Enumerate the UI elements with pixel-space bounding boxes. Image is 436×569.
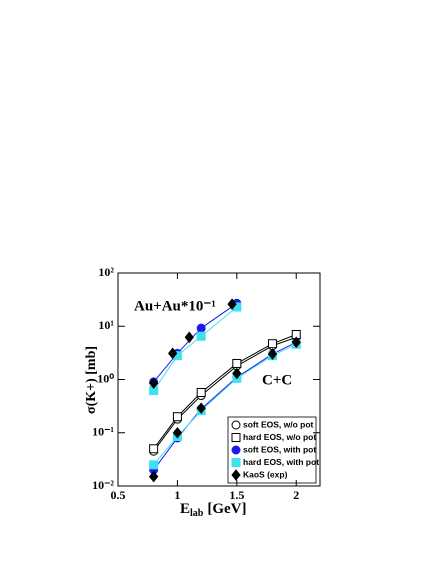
annotation: Au+Au*10⁻¹: [134, 298, 216, 314]
legend-marker: [231, 420, 241, 430]
x-tick-label: 1: [174, 488, 180, 502]
y-axis-label: σ(K+) [mb]: [84, 346, 99, 414]
data-point: [172, 412, 182, 422]
data-point: [149, 377, 159, 390]
series-line: [153, 306, 238, 391]
data-point: [196, 387, 206, 397]
legend-label: hard EOS, w/o pot: [243, 432, 316, 442]
legend-marker: [231, 445, 241, 455]
annotation: C+C: [262, 372, 292, 388]
legend-box: [227, 416, 317, 484]
data-point: [196, 402, 206, 414]
data-point: [267, 339, 277, 349]
legend-label: hard EOS, with pot: [243, 457, 319, 467]
legend-marker: [231, 433, 241, 442]
x-label-sub: lab: [190, 508, 204, 519]
data-point: [232, 358, 242, 368]
legend-marker: [231, 469, 241, 481]
data-point: [227, 298, 237, 310]
data-point: [149, 460, 159, 470]
y-tick-label: 10⁻¹: [92, 425, 114, 439]
data-point: [168, 347, 178, 360]
data-point: [196, 323, 206, 333]
series-line: [153, 302, 238, 383]
legend-marker: [231, 458, 241, 467]
x-label-unit: [GeV]: [207, 501, 246, 517]
x-tick-label: 1.5: [229, 488, 244, 502]
data-point: [149, 470, 159, 483]
data-point: [196, 331, 206, 341]
y-tick-label: 10²: [98, 265, 114, 279]
x-axis-label: Elab [GeV]: [180, 501, 247, 519]
y-tick-label: 10⁻²: [92, 478, 114, 492]
data-point: [291, 336, 301, 349]
x-label-main: E: [180, 501, 190, 517]
data-point: [149, 444, 159, 454]
legend-label: soft EOS, with pot: [243, 444, 316, 454]
y-tick-label: 10⁰: [97, 371, 114, 385]
x-tick-label: 2: [293, 488, 299, 502]
legend-label: soft EOS, w/o pot: [243, 419, 314, 429]
legend-label: KaoS (exp): [243, 469, 288, 479]
x-tick-label: 0.5: [111, 488, 126, 502]
data-point: [267, 348, 278, 360]
y-tick-label: 10¹: [98, 318, 114, 332]
data-point: [232, 367, 242, 380]
data-point: [172, 426, 183, 439]
data-point: [184, 331, 194, 344]
